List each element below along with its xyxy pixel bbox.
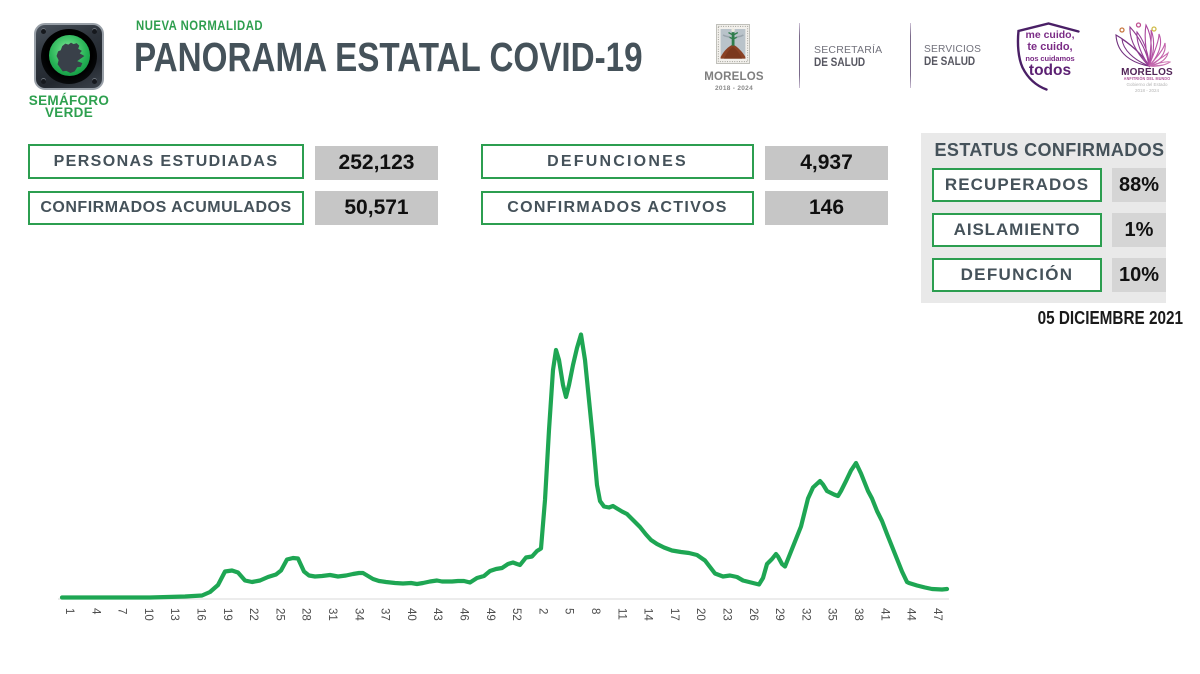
svg-text:46: 46 xyxy=(458,608,470,621)
svg-text:4: 4 xyxy=(89,608,101,615)
svg-text:31: 31 xyxy=(326,608,338,621)
svg-text:26: 26 xyxy=(747,608,759,621)
svg-text:11: 11 xyxy=(615,608,627,620)
svg-text:8: 8 xyxy=(589,608,601,614)
svg-text:17: 17 xyxy=(668,608,680,621)
svg-text:28: 28 xyxy=(300,608,312,621)
svg-text:47: 47 xyxy=(931,608,943,621)
svg-text:5: 5 xyxy=(563,608,575,614)
svg-text:22: 22 xyxy=(247,608,259,621)
svg-text:52: 52 xyxy=(510,608,522,621)
svg-text:43: 43 xyxy=(431,608,443,621)
svg-text:32: 32 xyxy=(799,608,811,621)
svg-text:37: 37 xyxy=(379,608,391,621)
svg-text:7: 7 xyxy=(116,608,128,614)
svg-text:29: 29 xyxy=(773,608,785,621)
svg-text:16: 16 xyxy=(195,608,207,621)
svg-text:23: 23 xyxy=(721,608,733,621)
svg-text:19: 19 xyxy=(221,608,233,621)
svg-text:35: 35 xyxy=(826,608,838,621)
svg-text:41: 41 xyxy=(878,608,890,621)
svg-text:10: 10 xyxy=(142,608,154,621)
svg-text:40: 40 xyxy=(405,608,417,621)
svg-text:25: 25 xyxy=(273,608,285,621)
svg-text:2: 2 xyxy=(536,608,548,614)
svg-text:44: 44 xyxy=(905,608,917,621)
svg-text:34: 34 xyxy=(352,608,364,621)
svg-text:20: 20 xyxy=(694,608,706,621)
svg-text:13: 13 xyxy=(168,608,180,621)
svg-text:14: 14 xyxy=(642,608,654,621)
svg-text:49: 49 xyxy=(484,608,496,621)
svg-text:1: 1 xyxy=(63,608,75,614)
svg-text:38: 38 xyxy=(852,608,864,621)
